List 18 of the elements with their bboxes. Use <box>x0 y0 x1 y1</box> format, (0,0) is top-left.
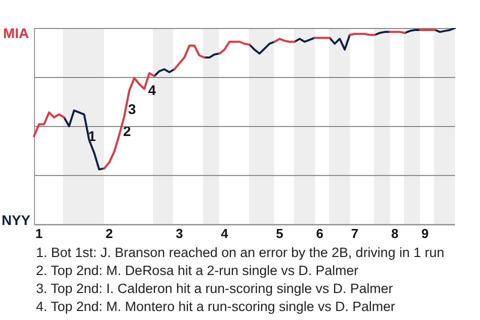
annotation: 4 <box>148 82 156 98</box>
x-tick-label: 7 <box>351 226 358 241</box>
x-tick-label: 3 <box>176 226 183 241</box>
x-tick-label: 8 <box>391 226 398 241</box>
annotation: 1 <box>88 128 96 144</box>
text: MIA <box>3 25 29 41</box>
text: 4. Top 2nd: M. Montero hit a run-scoring single vs D. Palmer <box>36 298 396 316</box>
text: 1. Bot 1st: J. Branson reached on an error by the 2B, driving in 1 run <box>36 244 444 262</box>
x-tick-label: 5 <box>276 226 284 241</box>
text: 3. Top 2nd: I. Calderon hit a run-scoring single vs D. Palmer <box>36 280 394 298</box>
text: 2. Top 2nd: M. DeRosa hit a 2-run single vs D. Palmer <box>36 262 360 280</box>
annotation: 3 <box>128 101 136 117</box>
x-tick-label: 4 <box>220 226 229 241</box>
x-tick-label: 9 <box>421 226 429 241</box>
x-tick-label: 1 <box>35 226 43 241</box>
text: NYY <box>2 212 30 228</box>
x-tick-label: 6 <box>316 226 324 241</box>
x-tick-label: 2 <box>106 226 113 241</box>
